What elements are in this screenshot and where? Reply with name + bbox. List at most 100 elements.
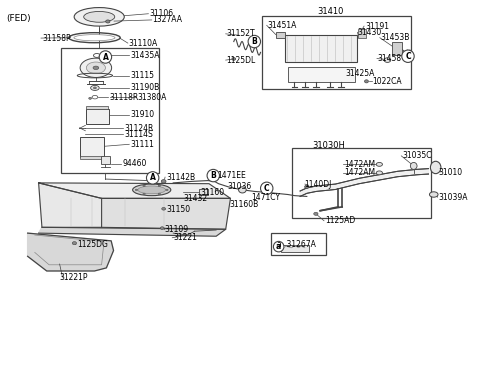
- Polygon shape: [28, 233, 114, 271]
- Polygon shape: [300, 168, 429, 196]
- Ellipse shape: [143, 193, 145, 194]
- Ellipse shape: [162, 207, 166, 210]
- Ellipse shape: [305, 185, 309, 188]
- Bar: [285, 35, 358, 61]
- Text: 1125AD: 1125AD: [325, 216, 355, 225]
- Text: 31910: 31910: [130, 110, 155, 119]
- Text: 31036: 31036: [228, 182, 252, 191]
- Bar: [80, 137, 105, 157]
- Text: 1472AM: 1472AM: [344, 160, 375, 169]
- Ellipse shape: [158, 185, 160, 187]
- Bar: [86, 109, 109, 124]
- Text: 31106: 31106: [149, 9, 173, 18]
- Ellipse shape: [314, 212, 318, 216]
- Ellipse shape: [384, 58, 391, 62]
- Bar: [292, 148, 431, 219]
- Text: 1471CY: 1471CY: [251, 193, 280, 202]
- Ellipse shape: [138, 186, 166, 194]
- Ellipse shape: [158, 193, 160, 194]
- Bar: [61, 48, 159, 173]
- Bar: [271, 233, 326, 255]
- Ellipse shape: [89, 97, 92, 99]
- Polygon shape: [38, 183, 102, 227]
- Text: 31221: 31221: [173, 233, 197, 242]
- Text: 31160B: 31160B: [229, 200, 259, 209]
- Text: 1022CA: 1022CA: [372, 77, 402, 86]
- Text: 31111: 31111: [130, 140, 154, 149]
- Bar: [101, 156, 110, 165]
- Ellipse shape: [132, 184, 171, 196]
- Text: 1472AM: 1472AM: [344, 168, 375, 177]
- Text: 31430: 31430: [358, 28, 382, 37]
- Ellipse shape: [69, 33, 120, 43]
- Text: 31380A: 31380A: [137, 93, 167, 102]
- Text: 31109: 31109: [165, 225, 189, 234]
- Text: 31160: 31160: [201, 187, 225, 197]
- Text: a  31267A: a 31267A: [277, 240, 316, 249]
- Text: 94460: 94460: [122, 159, 146, 168]
- Text: 31451A: 31451A: [268, 21, 297, 30]
- Text: 31158P: 31158P: [42, 33, 71, 42]
- Ellipse shape: [232, 58, 236, 60]
- Polygon shape: [38, 227, 226, 236]
- Bar: [86, 107, 108, 109]
- Ellipse shape: [74, 35, 115, 41]
- Ellipse shape: [160, 227, 164, 230]
- Text: 31432: 31432: [184, 194, 208, 203]
- Ellipse shape: [72, 242, 76, 245]
- Text: 31118R: 31118R: [109, 93, 139, 102]
- Ellipse shape: [161, 180, 166, 183]
- Ellipse shape: [239, 187, 246, 193]
- Text: A: A: [150, 173, 156, 182]
- Text: C: C: [264, 184, 270, 193]
- Text: 1327AA: 1327AA: [153, 16, 183, 25]
- Polygon shape: [38, 183, 230, 198]
- Text: 31035C: 31035C: [402, 151, 432, 160]
- Ellipse shape: [74, 7, 124, 26]
- Ellipse shape: [86, 62, 106, 74]
- Ellipse shape: [106, 20, 110, 23]
- Text: 1125DL: 1125DL: [227, 56, 256, 65]
- Text: 1140DJ: 1140DJ: [304, 180, 332, 189]
- Bar: [359, 29, 366, 38]
- Ellipse shape: [402, 50, 414, 62]
- Ellipse shape: [430, 192, 438, 197]
- Ellipse shape: [376, 163, 383, 166]
- Text: 31150: 31150: [166, 205, 190, 214]
- Text: 31435A: 31435A: [130, 51, 160, 60]
- Text: 31152T: 31152T: [227, 29, 255, 39]
- Ellipse shape: [166, 189, 168, 191]
- Bar: [288, 67, 355, 82]
- Ellipse shape: [364, 80, 368, 83]
- Bar: [281, 245, 309, 252]
- Text: 31453B: 31453B: [381, 33, 410, 42]
- Ellipse shape: [431, 161, 441, 173]
- Text: 1125DG: 1125DG: [77, 240, 108, 249]
- Text: B: B: [252, 37, 257, 46]
- Text: B: B: [210, 171, 216, 180]
- Text: 31115: 31115: [130, 71, 154, 80]
- Ellipse shape: [143, 185, 145, 187]
- Text: 31190B: 31190B: [130, 83, 159, 93]
- Text: 31410: 31410: [317, 7, 344, 16]
- Text: 31142B: 31142B: [166, 173, 195, 182]
- Ellipse shape: [91, 86, 99, 90]
- Text: 31458: 31458: [377, 54, 402, 63]
- Text: 31191: 31191: [365, 22, 389, 31]
- Bar: [392, 42, 402, 55]
- Ellipse shape: [376, 171, 383, 175]
- Text: 31110A: 31110A: [129, 39, 158, 47]
- Ellipse shape: [93, 66, 99, 70]
- Ellipse shape: [274, 242, 284, 252]
- Ellipse shape: [135, 189, 138, 191]
- Bar: [262, 16, 411, 89]
- Text: C: C: [405, 52, 411, 61]
- Ellipse shape: [410, 163, 417, 169]
- Bar: [276, 32, 285, 38]
- Ellipse shape: [248, 35, 261, 48]
- Ellipse shape: [207, 169, 219, 182]
- Ellipse shape: [261, 182, 273, 194]
- Ellipse shape: [99, 51, 112, 63]
- Text: 31114S: 31114S: [124, 130, 153, 139]
- Ellipse shape: [94, 87, 96, 89]
